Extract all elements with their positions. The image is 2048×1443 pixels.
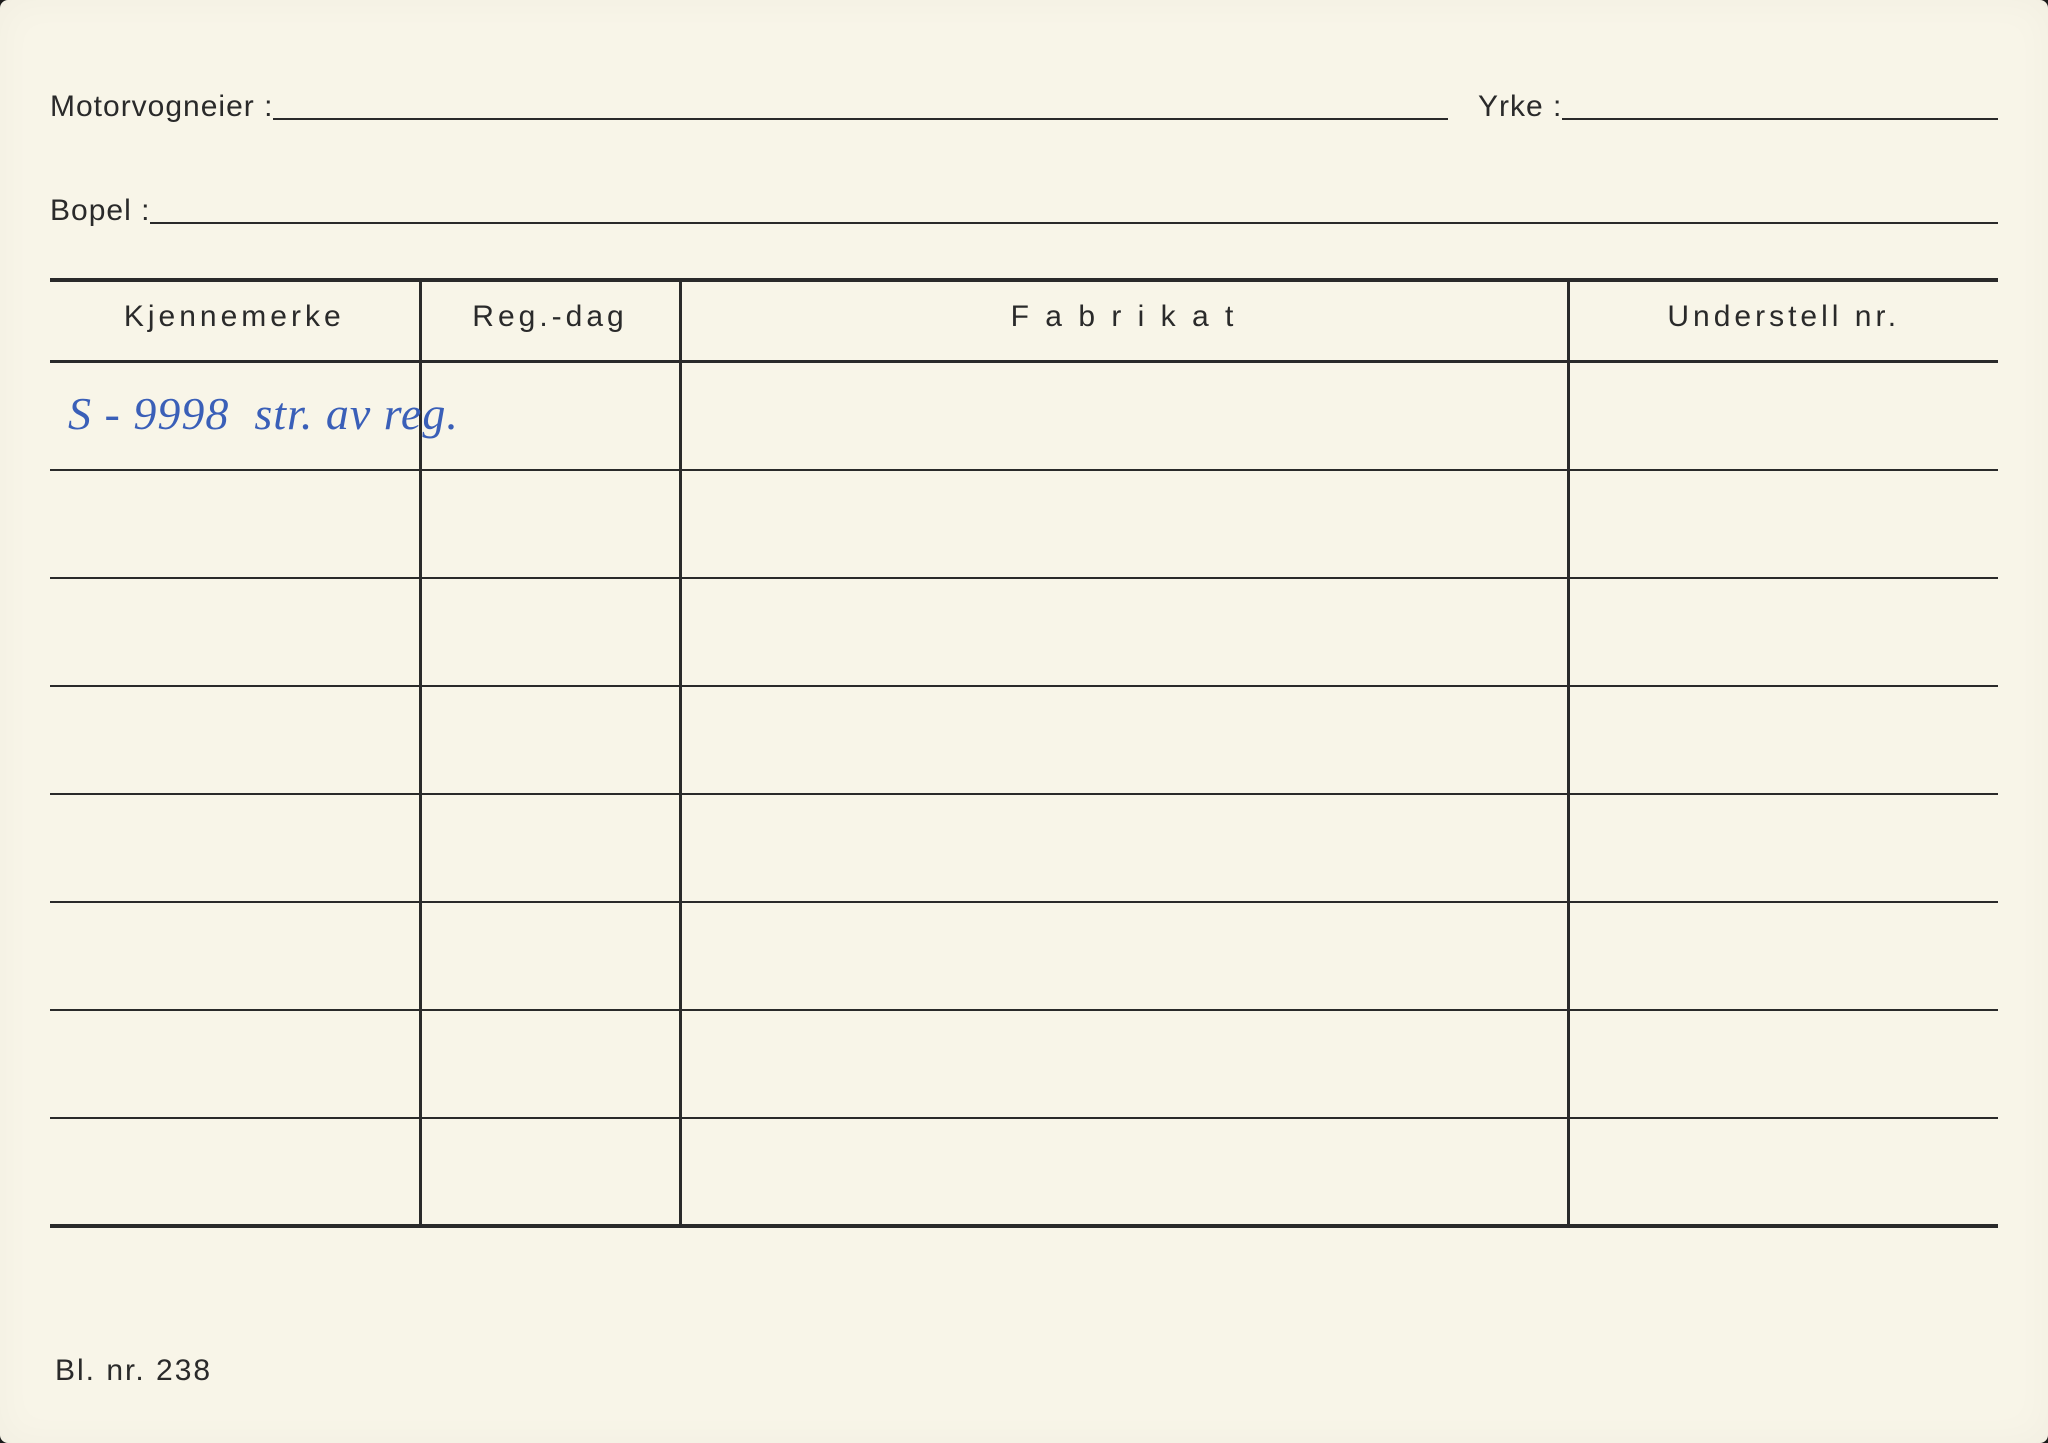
cell-fabrikat bbox=[680, 794, 1568, 902]
cell-kjennemerke: S - 9998 str. av reg. bbox=[50, 362, 420, 470]
table-row bbox=[50, 1118, 1998, 1226]
profession-label: Yrke : bbox=[1478, 90, 1562, 124]
table-row bbox=[50, 470, 1998, 578]
residence-label: Bopel : bbox=[50, 194, 150, 228]
table-row bbox=[50, 686, 1998, 794]
table-row bbox=[50, 1010, 1998, 1118]
cell-reg-dag bbox=[420, 362, 680, 470]
vehicle-table: Kjennemerke Reg.-dag F a b r i k a t Und… bbox=[50, 278, 1998, 1228]
cell-kjennemerke bbox=[50, 578, 420, 686]
handwritten-c2: str. av reg. bbox=[254, 388, 459, 439]
cell-fabrikat bbox=[680, 686, 1568, 794]
cell-understell bbox=[1568, 686, 1998, 794]
cell-fabrikat bbox=[680, 1010, 1568, 1118]
table-row bbox=[50, 578, 1998, 686]
owner-label: Motorvogneier : bbox=[50, 90, 273, 124]
cell-reg-dag bbox=[420, 686, 680, 794]
field-row-residence: Bopel : bbox=[50, 194, 1998, 228]
cell-fabrikat bbox=[680, 578, 1568, 686]
table-row bbox=[50, 902, 1998, 1010]
cell-kjennemerke bbox=[50, 794, 420, 902]
cell-understell bbox=[1568, 578, 1998, 686]
profession-line bbox=[1562, 118, 1998, 120]
cell-understell bbox=[1568, 1010, 1998, 1118]
cell-reg-dag bbox=[420, 578, 680, 686]
residence-line bbox=[150, 222, 1998, 224]
field-row-owner: Motorvogneier : Yrke : bbox=[50, 90, 1998, 124]
cell-understell bbox=[1568, 794, 1998, 902]
cell-kjennemerke bbox=[50, 470, 420, 578]
header-fabrikat: F a b r i k a t bbox=[680, 280, 1568, 362]
header-understell: Understell nr. bbox=[1568, 280, 1998, 362]
cell-kjennemerke bbox=[50, 1118, 420, 1226]
cell-reg-dag bbox=[420, 1010, 680, 1118]
cell-reg-dag bbox=[420, 794, 680, 902]
table-header-row: Kjennemerke Reg.-dag F a b r i k a t Und… bbox=[50, 280, 1998, 362]
cell-kjennemerke bbox=[50, 686, 420, 794]
cell-understell bbox=[1568, 362, 1998, 470]
handwritten-entry: S - 9998 str. av reg. bbox=[68, 387, 459, 440]
field-group-profession: Yrke : bbox=[1478, 90, 1998, 124]
cell-fabrikat bbox=[680, 902, 1568, 1010]
form-number: Bl. nr. 238 bbox=[55, 1354, 212, 1388]
field-group-owner: Motorvogneier : bbox=[50, 90, 1448, 124]
cell-understell bbox=[1568, 902, 1998, 1010]
table-row: S - 9998 str. av reg. bbox=[50, 362, 1998, 470]
owner-line bbox=[273, 118, 1448, 120]
cell-reg-dag bbox=[420, 1118, 680, 1226]
cell-reg-dag bbox=[420, 902, 680, 1010]
cell-reg-dag bbox=[420, 470, 680, 578]
header-reg-dag: Reg.-dag bbox=[420, 280, 680, 362]
cell-fabrikat bbox=[680, 470, 1568, 578]
registration-card: Motorvogneier : Yrke : Bopel : Kjennemer… bbox=[0, 0, 2048, 1443]
cell-fabrikat bbox=[680, 362, 1568, 470]
cell-kjennemerke bbox=[50, 1010, 420, 1118]
table-row bbox=[50, 794, 1998, 902]
cell-fabrikat bbox=[680, 1118, 1568, 1226]
handwritten-c1: S - 9998 bbox=[68, 388, 229, 439]
cell-kjennemerke bbox=[50, 902, 420, 1010]
table-container: Kjennemerke Reg.-dag F a b r i k a t Und… bbox=[50, 278, 1998, 1228]
cell-understell bbox=[1568, 1118, 1998, 1226]
cell-understell bbox=[1568, 470, 1998, 578]
header-kjennemerke: Kjennemerke bbox=[50, 280, 420, 362]
